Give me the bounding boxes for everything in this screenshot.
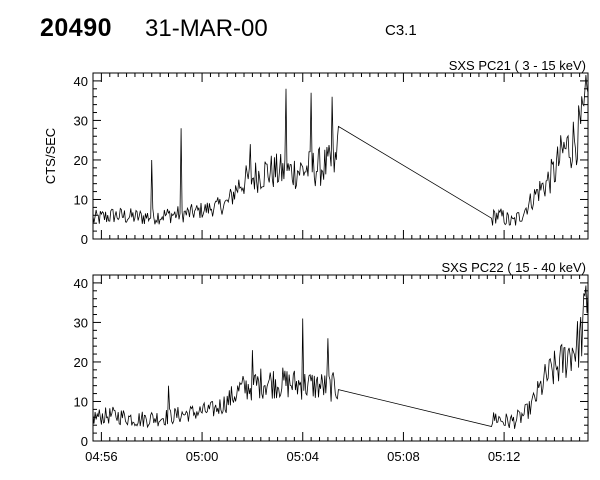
y-tick-label: 30 xyxy=(74,315,88,330)
y-tick-label: 30 xyxy=(74,113,88,128)
event-id: 20490 xyxy=(40,14,113,42)
y-tick-label: 10 xyxy=(74,192,88,207)
x-tick-label: 05:08 xyxy=(387,449,420,464)
x-tick-label: 04:56 xyxy=(85,449,118,464)
y-tick-label: 40 xyxy=(74,74,88,89)
panel-title: SXS PC22 ( 15 - 40 keV) xyxy=(441,260,586,275)
y-tick-label: 10 xyxy=(74,394,88,409)
x-tick-label: 05:00 xyxy=(186,449,219,464)
y-tick-label: 0 xyxy=(81,434,88,449)
event-date: 31-MAR-00 xyxy=(145,15,268,42)
y-tick-label: 40 xyxy=(74,276,88,291)
y-tick-label: 0 xyxy=(81,232,88,247)
y-tick-label: 20 xyxy=(74,355,88,370)
plot-frame xyxy=(92,72,589,240)
flare-class: C3.1 xyxy=(385,22,417,39)
series-line xyxy=(92,285,589,429)
panel-title: SXS PC21 ( 3 - 15 keV) xyxy=(449,58,586,73)
y-axis-label: CTS/SEC xyxy=(43,128,58,184)
series-line xyxy=(92,74,589,226)
x-tick-label: 05:12 xyxy=(488,449,521,464)
plot-frame xyxy=(92,274,589,442)
y-tick-label: 20 xyxy=(74,153,88,168)
x-tick-label: 05:04 xyxy=(286,449,319,464)
